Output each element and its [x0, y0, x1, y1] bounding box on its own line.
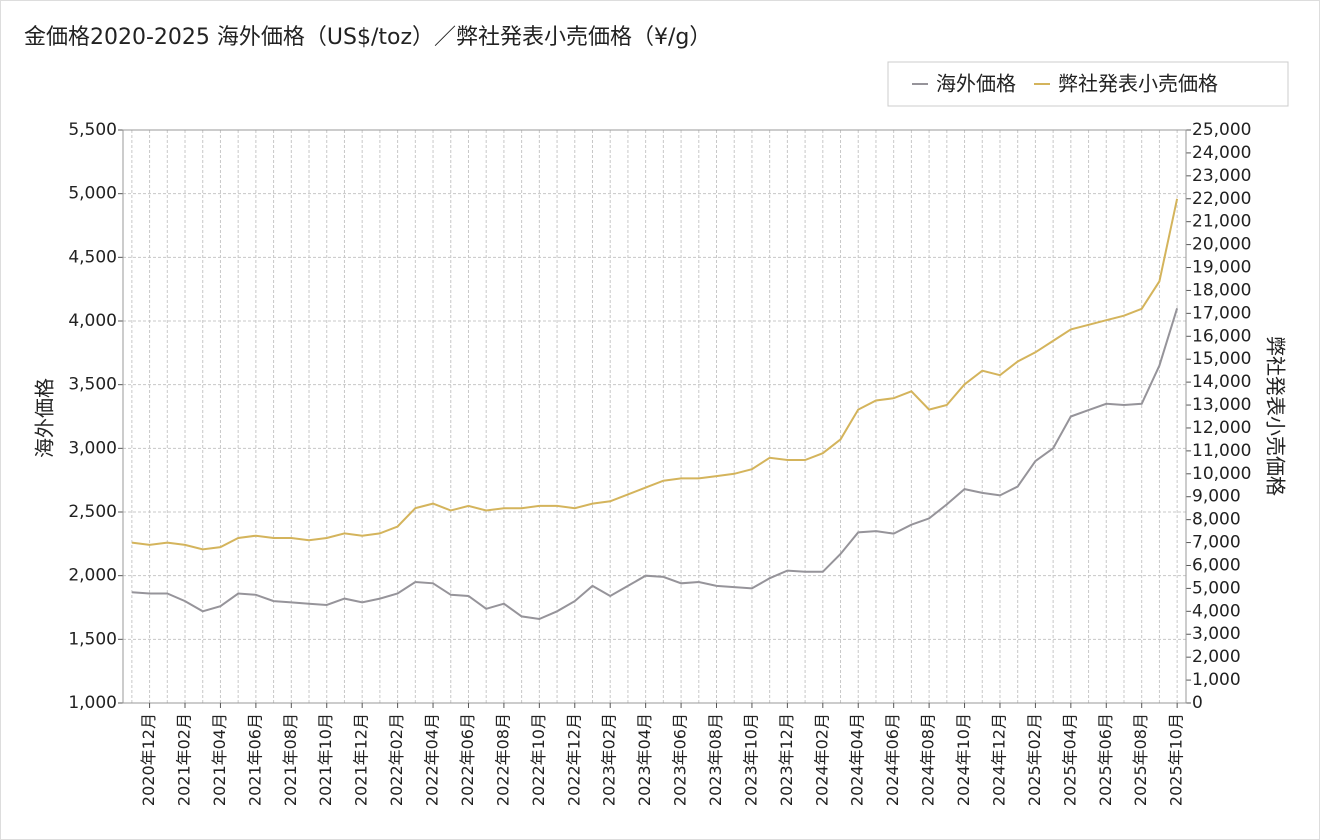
y2-tick-label: 3,000 — [1192, 624, 1241, 644]
y2-tick-label: 8,000 — [1192, 510, 1241, 530]
y2-tick-label: 6,000 — [1192, 555, 1241, 575]
legend-label: 海外価格 — [936, 72, 1016, 96]
y-tick-label: 2,000 — [68, 566, 117, 586]
y2-tick-label: 15,000 — [1192, 349, 1251, 369]
y2-tick-label: 9,000 — [1192, 487, 1241, 507]
y2-tick-label: 4,000 — [1192, 601, 1241, 621]
x-tick-label: 2022年12月 — [564, 713, 583, 806]
x-tick-label: 2021年04月 — [210, 713, 229, 806]
y2-tick-label: 14,000 — [1192, 372, 1251, 392]
x-tick-label: 2021年10月 — [316, 713, 335, 806]
y-tick-label: 1,500 — [68, 629, 117, 649]
y-tick-label: 3,500 — [68, 375, 117, 395]
x-tick-label: 2024年12月 — [989, 713, 1008, 806]
y2-tick-label: 5,000 — [1192, 578, 1241, 598]
y2-tick-label: 19,000 — [1192, 258, 1251, 278]
y2-tick-label: 10,000 — [1192, 464, 1251, 484]
y2-tick-label: 0 — [1192, 693, 1203, 713]
y-tick-label: 4,500 — [68, 247, 117, 267]
y2-axis-label: 弊社発表小売価格 — [1264, 336, 1288, 496]
y2-tick-label: 12,000 — [1192, 418, 1251, 438]
x-tick-label: 2022年02月 — [387, 713, 406, 806]
x-tick-label: 2023年02月 — [600, 713, 619, 806]
x-tick-label: 2021年02月 — [175, 713, 194, 806]
x-tick-label: 2021年08月 — [281, 713, 300, 806]
legend-box — [887, 61, 1289, 107]
y2-tick-label: 2,000 — [1192, 647, 1241, 667]
x-tick-label: 2022年06月 — [458, 713, 477, 806]
x-tick-label: 2025年06月 — [1096, 713, 1115, 806]
x-tick-label: 2023年12月 — [777, 713, 796, 806]
x-tick-label: 2021年06月 — [245, 713, 264, 806]
x-tick-label: 2025年02月 — [1025, 713, 1044, 806]
y-tick-label: 2,500 — [68, 502, 117, 522]
x-tick-label: 2023年04月 — [635, 713, 654, 806]
plot-border — [122, 129, 1187, 704]
x-tick-label: 2023年06月 — [671, 713, 690, 806]
y2-tick-label: 7,000 — [1192, 533, 1241, 553]
series-line — [131, 308, 1179, 621]
y-tick-label: 1,000 — [68, 693, 117, 713]
x-tick-label: 2022年08月 — [493, 713, 512, 806]
y2-tick-label: 23,000 — [1192, 166, 1251, 186]
y2-tick-label: 22,000 — [1192, 189, 1251, 209]
y-tick-label: 5,500 — [68, 120, 117, 140]
x-tick-label: 2022年04月 — [423, 713, 442, 806]
y2-tick-label: 25,000 — [1192, 120, 1251, 140]
y2-tick-label: 20,000 — [1192, 235, 1251, 255]
x-tick-label: 2025年10月 — [1167, 713, 1186, 806]
y2-tick-label: 16,000 — [1192, 326, 1251, 346]
x-tick-label: 2024年02月 — [812, 713, 831, 806]
y2-tick-label: 17,000 — [1192, 303, 1251, 323]
x-tick-label: 2023年10月 — [741, 713, 760, 806]
y-tick-label: 5,000 — [68, 184, 117, 204]
x-tick-label: 2024年08月 — [919, 713, 938, 806]
x-tick-label: 2020年12月 — [139, 713, 158, 806]
series-line — [131, 198, 1179, 551]
y2-tick-label: 11,000 — [1192, 441, 1251, 461]
y-tick-label: 3,000 — [68, 438, 117, 458]
y-tick-label: 4,000 — [68, 311, 117, 331]
chart-title: 金価格2020-2025 海外価格（US$/toz）／弊社発表小売価格（¥/g） — [24, 25, 711, 50]
x-tick-label: 2024年06月 — [883, 713, 902, 806]
y2-tick-label: 18,000 — [1192, 280, 1251, 300]
x-tick-label: 2024年10月 — [954, 713, 973, 806]
y2-tick-label: 1,000 — [1192, 670, 1241, 690]
y-axis-label: 海外価格 — [33, 378, 57, 458]
y2-tick-label: 13,000 — [1192, 395, 1251, 415]
x-tick-label: 2021年12月 — [352, 713, 371, 806]
x-tick-label: 2024年04月 — [848, 713, 867, 806]
x-tick-label: 2022年10月 — [529, 713, 548, 806]
y2-tick-label: 21,000 — [1192, 212, 1251, 232]
x-tick-label: 2023年08月 — [706, 713, 725, 806]
legend-label: 弊社発表小売価格 — [1058, 72, 1218, 96]
x-tick-label: 2025年08月 — [1131, 713, 1150, 806]
y2-tick-label: 24,000 — [1192, 143, 1251, 163]
x-tick-label: 2025年04月 — [1060, 713, 1079, 806]
